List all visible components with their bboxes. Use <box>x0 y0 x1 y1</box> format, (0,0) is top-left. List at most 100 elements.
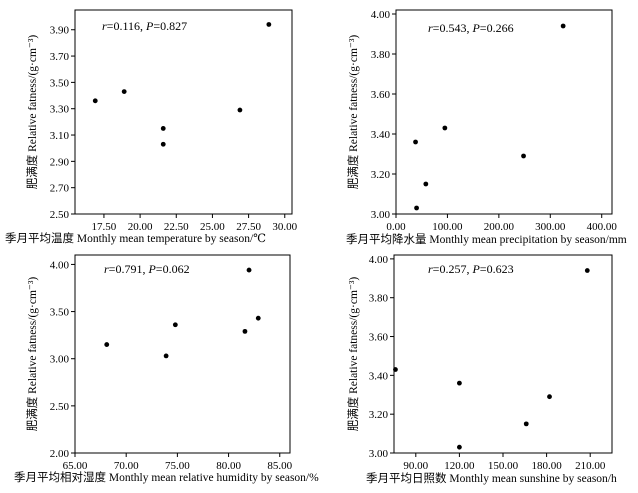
y-tick-label: 4.00 <box>371 9 391 21</box>
data-point <box>584 268 590 273</box>
plot-frame <box>74 9 293 215</box>
x-tick-label: 0.00 <box>386 221 406 233</box>
y-tick-label: 3.00 <box>369 448 389 460</box>
x-tick-label: 200.00 <box>484 221 515 233</box>
data-point <box>246 267 252 273</box>
y-tick-label: 3.60 <box>371 89 391 101</box>
data-point <box>163 353 169 359</box>
y-tick-label: 3.30 <box>50 104 70 116</box>
y-axis-label: 肥满度 Relative fatness/(g·cm⁻³) <box>346 35 360 190</box>
annotation-r-label: r <box>102 19 107 33</box>
y-tick-label: 3.90 <box>50 25 70 37</box>
y-tick-label: 3.40 <box>371 129 391 141</box>
y-tick-label: 3.20 <box>369 409 389 421</box>
data-point <box>423 181 429 187</box>
plot-frame <box>395 9 613 215</box>
data-point <box>393 367 398 372</box>
x-tick-label: 85.00 <box>267 460 292 472</box>
x-axis-label: 季月平均温度 Monthly mean temperature by seaso… <box>5 231 266 245</box>
x-tick-label: 100.00 <box>432 221 463 233</box>
x-tick-label: 22.50 <box>164 221 189 233</box>
plot-frame <box>393 254 613 454</box>
correlation-annotation: r=0.791, P=0.062 <box>104 262 190 276</box>
y-tick-label: 2.50 <box>50 401 70 413</box>
x-tick-label: 300.00 <box>535 221 566 233</box>
x-tick-label: 210.00 <box>575 460 606 472</box>
annotation-p-value: =0.266 <box>480 21 514 35</box>
annotation-r-label: r <box>104 262 109 276</box>
y-tick-label: 2.00 <box>50 448 70 460</box>
correlation-annotation: r=0.257, P=0.623 <box>428 262 514 276</box>
x-tick-label: 25.00 <box>200 221 225 233</box>
annotation-r-value: =0.257, <box>433 262 473 276</box>
y-tick-label: 4.00 <box>369 254 389 266</box>
y-tick-label: 2.90 <box>50 156 70 168</box>
y-tick-label: 3.50 <box>50 77 70 89</box>
annotation-p-value: =0.827 <box>153 19 187 33</box>
y-tick-label: 4.00 <box>50 259 70 271</box>
annotation-r-value: =0.543, <box>433 21 473 35</box>
y-tick-label: 3.60 <box>369 332 389 344</box>
annotation-p-label: P <box>471 262 480 276</box>
annotation-r-value: =0.791, <box>109 262 149 276</box>
y-tick-label: 3.10 <box>50 130 70 142</box>
x-tick-label: 75.00 <box>165 460 190 472</box>
scatter-panel-4: 3.00 3.20 3.40 3.60 3.80 4.00 90.00 120.00 150.0… <box>346 254 617 485</box>
data-point <box>237 107 243 113</box>
y-axis-label: 肥满度 Relative fatness/(g·cm⁻³) <box>25 277 39 432</box>
annotation-p-label: P <box>471 21 480 35</box>
data-point <box>255 315 261 321</box>
data-point <box>457 380 462 386</box>
x-axis-label: 季月平均相对湿度 Monthly mean relative humidity … <box>14 470 319 484</box>
x-tick-label: 30.00 <box>272 221 297 233</box>
data-point <box>521 153 526 159</box>
y-tick-label: 3.00 <box>50 354 70 366</box>
annotation-p-value: =0.062 <box>156 262 190 276</box>
x-tick-label: 90.00 <box>403 460 428 472</box>
data-point <box>172 322 178 328</box>
y-tick-label: 2.50 <box>50 209 70 221</box>
x-axis-label: 季月平均降水量 Monthly mean precipitation by se… <box>346 232 627 246</box>
annotation-p-label: P <box>145 19 154 33</box>
x-tick-label: 180.00 <box>531 460 562 472</box>
annotation-r-label: r <box>428 21 433 35</box>
data-point <box>160 141 166 147</box>
data-point <box>104 342 110 347</box>
plot-frame <box>74 254 291 454</box>
y-axis-label: 肥满度 Relative fatness/(g·cm⁻³) <box>25 35 39 190</box>
correlation-annotation: r=0.116, P=0.827 <box>102 19 187 33</box>
annotation-r-value: =0.116, <box>107 19 146 33</box>
x-tick-label: 400.00 <box>587 221 618 233</box>
x-tick-label: 20.00 <box>128 221 153 233</box>
data-point <box>266 22 272 27</box>
data-point <box>414 205 419 211</box>
data-point <box>560 23 566 29</box>
data-point <box>547 394 552 400</box>
x-tick-label: 70.00 <box>114 460 139 472</box>
y-tick-label: 2.70 <box>50 183 70 195</box>
annotation-p-label: P <box>147 262 156 276</box>
annotation-r-label: r <box>428 262 433 276</box>
data-point <box>413 139 418 145</box>
x-tick-label: 150.00 <box>488 460 519 472</box>
y-tick-label: 3.20 <box>371 169 391 181</box>
x-tick-label: 27.50 <box>236 221 261 233</box>
data-point <box>523 421 529 427</box>
scatter-panel-1: 2.50 2.70 2.90 3.10 3.30 3.50 3.70 3.90 17.50 20.… <box>5 9 298 245</box>
annotation-p-value: =0.623 <box>480 262 514 276</box>
scatter-panel-2: 3.00 3.20 3.40 3.60 3.80 4.00 0.00 100.00 200.00… <box>346 9 627 246</box>
scatter-panel-3: 2.00 2.50 3.00 3.50 4.00 65.00 70.00 75.00 80.00… <box>14 254 319 484</box>
x-tick-label: 65.00 <box>63 460 88 472</box>
data-point <box>242 328 248 334</box>
y-tick-label: 3.70 <box>50 51 70 63</box>
y-tick-label: 3.50 <box>50 307 70 319</box>
y-axis-label: 肥满度 Relative fatness/(g·cm⁻³) <box>346 277 360 432</box>
x-tick-label: 80.00 <box>216 460 241 472</box>
y-tick-label: 3.80 <box>371 49 391 61</box>
data-point <box>121 89 127 94</box>
x-tick-label: 120.00 <box>444 460 475 472</box>
y-tick-label: 3.40 <box>369 370 389 382</box>
correlation-annotation: r=0.543, P=0.266 <box>428 21 514 35</box>
data-point <box>442 125 448 131</box>
